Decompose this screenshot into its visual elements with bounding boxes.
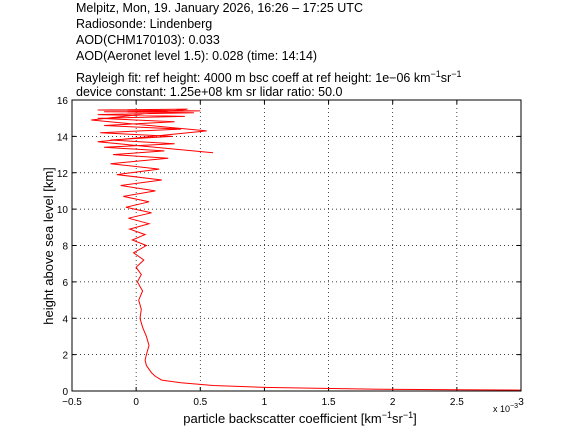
y-tick-label: 0 xyxy=(62,387,68,398)
rayleigh-unit-exp-2: −1 xyxy=(451,69,462,79)
x-axis-label: particle backscatter coefficient [km−1sr… xyxy=(183,410,416,426)
y-tick-label: 2 xyxy=(62,351,68,362)
header-line-device-constant: device constant: 1.25e+08 km sr lidar ra… xyxy=(76,85,343,99)
y-tick-label: 6 xyxy=(62,278,68,289)
x-tick-labels: −0.5 0 0.5 1 1.5 2 2.5 3 xyxy=(62,397,524,408)
y-tick-label: 14 xyxy=(57,132,69,143)
header-line-aod-chm: AOD(CHM170103): 0.033 xyxy=(76,33,220,47)
x-tick-label: −0.5 xyxy=(62,397,82,408)
y-axis-label: height above sea level [km] xyxy=(41,167,56,325)
rayleigh-fit-text: Rayleigh fit: ref height: 4000 m bsc coe… xyxy=(76,71,431,86)
plot-frame xyxy=(71,99,522,392)
x-tick-label: 1.5 xyxy=(322,397,336,408)
x-tick-label: 3 xyxy=(518,397,524,408)
x-tick-label: 2.5 xyxy=(450,397,464,408)
header-line-rayleigh-fit: Rayleigh fit: ref height: 4000 m bsc coe… xyxy=(76,66,461,86)
rayleigh-unit-exp-1: −1 xyxy=(430,69,441,79)
backscatter-profile-line xyxy=(91,108,522,391)
x-tick-label: 0 xyxy=(133,397,139,408)
header-line-aod-aeronet: AOD(Aeronet level 1.5): 0.028 (time: 14:… xyxy=(76,49,318,63)
y-tick-label: 8 xyxy=(62,242,68,253)
x-tick-label: 1 xyxy=(262,397,268,408)
header-line-location-date: Melpitz, Mon, 19. January 2026, 16:26 – … xyxy=(76,1,363,15)
x-tick-label: 0.5 xyxy=(193,397,207,408)
header-line-radiosonde: Radiosonde: Lindenberg xyxy=(76,17,213,31)
y-tick-label: 12 xyxy=(57,169,69,180)
x-multiplier-label: x 10−3 xyxy=(493,403,518,414)
y-tick-label: 4 xyxy=(62,314,68,325)
y-tick-label: 16 xyxy=(57,96,69,107)
x-tick-label: 2 xyxy=(390,397,396,408)
grid-lines xyxy=(72,100,521,391)
y-tick-labels: 0 2 4 6 8 10 12 14 16 xyxy=(57,96,69,398)
y-tick-label: 10 xyxy=(57,205,69,216)
rayleigh-unit-sr: sr xyxy=(440,71,452,86)
